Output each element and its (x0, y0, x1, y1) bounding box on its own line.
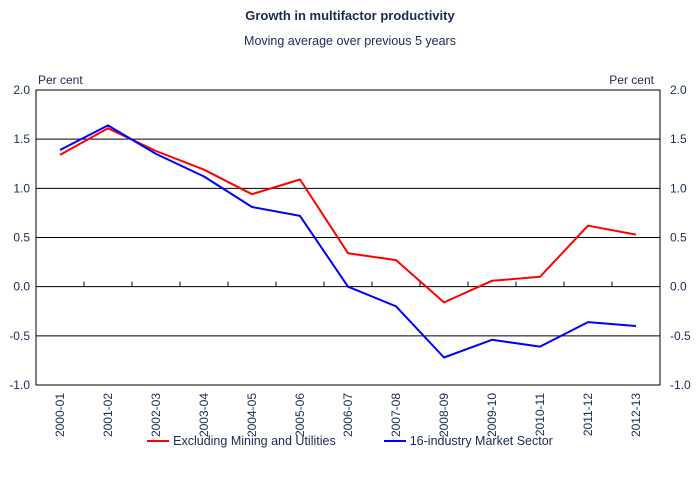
x-tick-label: 2011-12 (581, 393, 595, 436)
y-tick-label-left: -1.0 (9, 378, 30, 392)
x-tick-label: 2007-08 (389, 393, 403, 437)
x-tick-label: 2008-09 (437, 393, 451, 437)
y-axis-unit-right: Per cent (609, 73, 654, 87)
x-tick-label: 2005-06 (293, 393, 307, 437)
y-tick-label-left: 1.5 (13, 132, 30, 146)
series-line-2 (59, 124, 637, 359)
chart-subtitle: Moving average over previous 5 years (244, 34, 456, 48)
x-tick-label: 2006-07 (341, 393, 355, 437)
y-tick-label-right: -0.5 (670, 329, 691, 343)
legend-swatch-series-1 (147, 440, 170, 442)
legend-label-series-2: 16-industry Market Sector (409, 434, 553, 448)
x-tick-label: 2002-03 (149, 393, 163, 437)
legend-swatch-series-2 (383, 440, 406, 442)
y-tick-label-right: 2.0 (670, 83, 687, 97)
y-tick-label-left: 2.0 (13, 83, 30, 97)
y-tick-label-right: 1.5 (670, 132, 687, 146)
series-line-1 (59, 127, 637, 304)
x-tick-label: 2009-10 (485, 393, 499, 437)
y-axis-unit-left: Per cent (38, 73, 83, 87)
x-tick-label: 2010-11 (533, 393, 547, 436)
y-tick-label-left: 1.0 (13, 181, 30, 195)
y-tick-label-right: -1.0 (670, 378, 691, 392)
chart-legend: Excluding Mining and Utilities 16-indust… (0, 434, 700, 448)
x-tick-label: 2004-05 (245, 393, 259, 437)
plot-area (35, 89, 661, 386)
y-tick-label-left: 0.5 (13, 231, 30, 245)
x-tick-label: 2000-01 (53, 393, 67, 437)
y-tick-label-left: 0.0 (13, 280, 30, 294)
x-tick-label: 2001-02 (101, 393, 115, 437)
y-tick-label-right: 1.0 (670, 181, 687, 195)
legend-label-series-1: Excluding Mining and Utilities (173, 434, 336, 448)
y-tick-label-right: 0.0 (670, 280, 687, 294)
y-tick-label-left: -0.5 (9, 329, 30, 343)
x-tick-label: 2012-13 (629, 393, 643, 437)
legend-item-series-2: 16-industry Market Sector (383, 434, 553, 448)
legend-item-series-1: Excluding Mining and Utilities (147, 434, 336, 448)
chart-title: Growth in multifactor productivity (245, 8, 455, 23)
x-tick-label: 2003-04 (197, 393, 211, 437)
y-tick-label-right: 0.5 (670, 231, 687, 245)
